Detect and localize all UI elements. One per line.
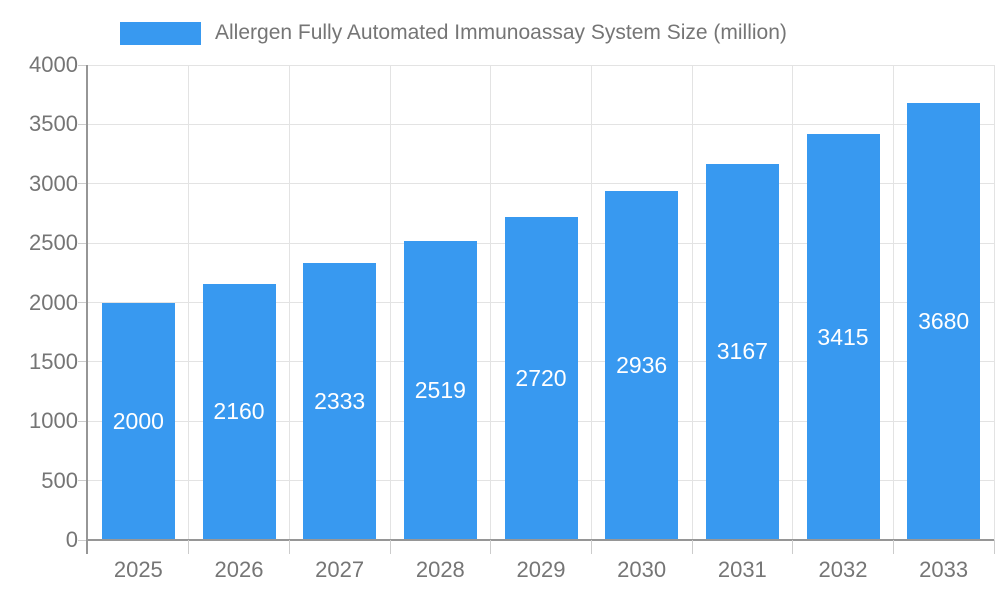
x-axis-tick-mark [590, 540, 592, 554]
y-axis-tick-label: 0 [65, 527, 78, 552]
x-axis-tick-label: 2028 [415, 557, 465, 582]
bar-value-label: 2720 [515, 365, 567, 391]
legend-swatch [120, 21, 201, 45]
gridline-vertical [389, 65, 391, 540]
legend-label: Allergen Fully Automated Immunoassay Sys… [215, 21, 787, 44]
x-axis-tick-label: 2031 [717, 557, 767, 582]
x-axis-tick-mark [288, 540, 290, 554]
y-axis-tick-label: 3000 [29, 170, 78, 196]
gridline-vertical [490, 65, 492, 540]
bar-2027: 2333 [303, 262, 377, 539]
bar-value-label: 2936 [616, 352, 668, 379]
x-axis-line [86, 539, 994, 541]
y-axis-tick-label: 4000 [29, 52, 78, 77]
gridline-vertical [993, 65, 995, 540]
y-axis-tick-label: 2500 [29, 230, 78, 256]
bar-value-label: 2333 [314, 387, 366, 414]
y-axis-tick-label: 2000 [29, 289, 78, 315]
x-axis-tick-label: 2026 [214, 557, 264, 582]
gridline-vertical [188, 65, 190, 540]
gridline-vertical [288, 65, 290, 540]
bar-value-label: 3167 [716, 338, 768, 365]
gridline-vertical [691, 65, 693, 540]
y-axis-tick-mark [78, 361, 88, 363]
legend-item[interactable]: Allergen Fully Automated Immunoassay Sys… [120, 15, 787, 51]
y-axis-tick-label: 1000 [29, 408, 78, 434]
x-axis-tick-label: 2029 [516, 557, 566, 582]
bar-value-label: 3680 [918, 308, 970, 334]
bar-2030: 2936 [605, 191, 679, 539]
x-axis-tick-label: 2032 [818, 557, 868, 582]
gridline-horizontal [88, 123, 994, 125]
y-axis-tick-mark [78, 302, 88, 303]
y-axis-tick-label: 1500 [29, 348, 78, 374]
y-axis-tick-mark [78, 480, 88, 482]
x-axis-tick-mark [892, 540, 894, 554]
bar-value-label: 2519 [414, 376, 466, 403]
x-axis-tick-mark [792, 540, 794, 554]
bar-2031: 3167 [705, 163, 779, 539]
x-axis-tick-label: 2027 [315, 557, 365, 582]
bar-2029: 2720 [504, 217, 578, 539]
y-axis-tick-mark [78, 123, 88, 125]
bar-value-label: 3415 [817, 323, 869, 350]
gridline-vertical [892, 65, 894, 540]
y-axis-tick-label: 3500 [29, 111, 78, 137]
y-axis-tick-mark [78, 242, 88, 244]
y-axis-tick-mark [78, 539, 88, 541]
bar-2033: 3680 [907, 103, 981, 539]
y-axis-tick-label: 500 [41, 467, 78, 493]
x-axis-tick-mark [188, 540, 190, 554]
bar-2025: 2000 [101, 302, 175, 539]
bar-2026: 2160 [202, 283, 276, 539]
bar-value-label: 2160 [213, 398, 265, 425]
gridline-horizontal [88, 183, 994, 185]
y-axis-tick-mark [78, 64, 88, 66]
x-axis-tick-label: 2033 [919, 557, 969, 582]
bar-2032: 3415 [806, 134, 880, 539]
bar-2028: 2519 [403, 240, 477, 539]
y-axis-line [86, 65, 88, 554]
gridline-horizontal [88, 64, 994, 66]
gridline-vertical [590, 65, 592, 540]
x-axis-tick-label: 2030 [617, 557, 667, 582]
x-axis-tick-mark [490, 540, 492, 554]
x-axis-tick-mark [389, 540, 391, 554]
bar-value-label: 2000 [112, 407, 164, 434]
x-axis-tick-mark [993, 540, 995, 554]
gridline-vertical [792, 65, 794, 540]
y-axis-tick-mark [78, 183, 88, 185]
y-axis-tick-mark [78, 420, 88, 422]
x-axis-tick-label: 2025 [113, 557, 163, 582]
x-axis-tick-mark [691, 540, 693, 554]
